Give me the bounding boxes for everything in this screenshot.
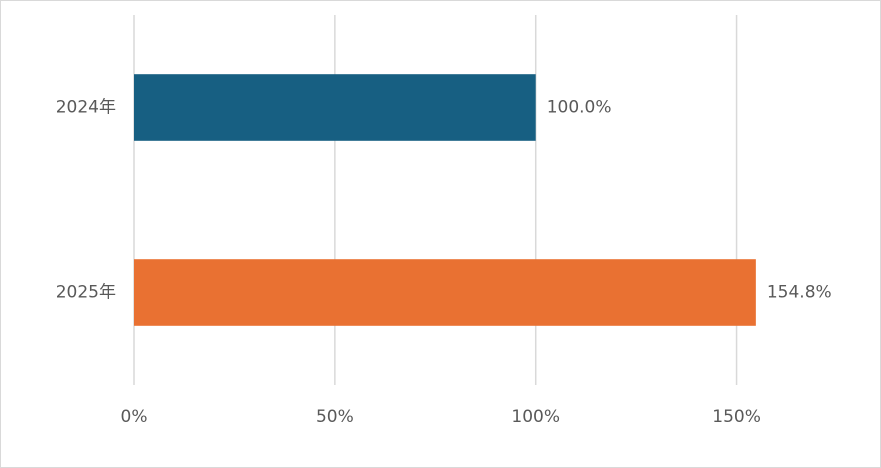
x-tick-label: 0% [121, 407, 148, 427]
y-tick-label: 2024年 [56, 98, 116, 118]
bar [134, 74, 536, 141]
bar [134, 259, 756, 326]
x-tick-label: 150% [712, 407, 761, 427]
value-label: 154.8% [767, 283, 832, 303]
x-tick-label: 100% [511, 407, 560, 427]
y-tick-label: 2025年 [56, 283, 116, 303]
x-tick-label: 50% [316, 407, 354, 427]
value-label: 100.0% [547, 98, 612, 118]
